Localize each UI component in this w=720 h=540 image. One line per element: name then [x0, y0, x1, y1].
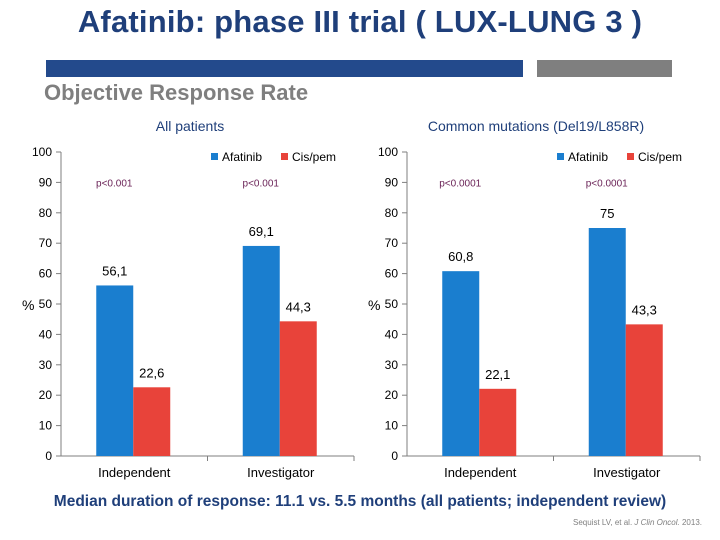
bar-cispem: [625, 324, 663, 456]
p-value-annotation: p<0.0001: [439, 178, 481, 189]
bar-afatinib: [96, 285, 134, 456]
y-axis-label: %: [368, 297, 380, 313]
y-tick-label: 70: [385, 236, 399, 250]
legend-label: Cis/pem: [292, 150, 336, 164]
bar-afatinib: [242, 245, 280, 456]
y-tick-label: 100: [378, 145, 398, 159]
y-tick-label: 50: [39, 297, 53, 311]
y-tick-label: 90: [39, 175, 53, 189]
y-tick-label: 40: [385, 327, 399, 341]
y-tick-label: 20: [39, 388, 53, 402]
y-tick-label: 80: [385, 206, 399, 220]
y-tick-label: 0: [45, 449, 52, 463]
y-tick-label: 60: [385, 267, 399, 281]
y-axis-label: %: [22, 297, 34, 313]
legend-swatch: [557, 153, 564, 160]
y-tick-label: 100: [32, 145, 52, 159]
title-accent-bar: [537, 60, 672, 77]
title-underline-bar: [46, 60, 523, 77]
legend-swatch: [281, 153, 288, 160]
legend-label: Afatinib: [222, 150, 262, 164]
x-tick-label: Independent: [98, 465, 171, 480]
x-tick-label: Investigator: [593, 465, 661, 480]
x-tick-label: Investigator: [247, 465, 315, 480]
data-label: 43,3: [632, 302, 657, 317]
bar-cispem: [279, 321, 317, 456]
p-value-annotation: p<0.0001: [586, 178, 628, 189]
citation-journal: J Clin Oncol.: [634, 518, 680, 527]
p-value-annotation: p<0.001: [243, 178, 280, 189]
chart-common-mutations: Common mutations (Del19/L858R) 0 10 20 30 40…: [360, 118, 712, 488]
data-label: 69,1: [249, 224, 274, 239]
footer-note: Median duration of response: 11.1 vs. 5.…: [53, 493, 667, 510]
bar-afatinib: [588, 228, 626, 456]
p-value-annotation: p<0.001: [96, 178, 133, 189]
y-tick-label: 10: [39, 419, 53, 433]
y-tick-label: 50: [385, 297, 399, 311]
bar-cispem: [479, 388, 517, 456]
slide-title: Afatinib: phase III trial ( LUX-LUNG 3 ): [77, 4, 643, 39]
x-tick-label: Independent: [444, 465, 517, 480]
data-label: 60,8: [448, 249, 473, 264]
data-label: 22,1: [485, 367, 510, 382]
bar-afatinib: [442, 271, 480, 456]
chart-all-patients: All patients 0 10 20 30 40 50 60 70 80 90 100% Inde…: [14, 118, 366, 488]
citation-year: 2013.: [679, 518, 702, 527]
data-label: 75: [600, 206, 614, 221]
y-tick-label: 60: [39, 267, 53, 281]
citation-authors: Sequist LV, et al.: [573, 518, 635, 527]
chart-title: Common mutations (Del19/L858R): [427, 118, 645, 134]
bar-cispem: [133, 387, 171, 456]
legend-label: Afatinib: [568, 150, 608, 164]
y-tick-label: 10: [385, 419, 399, 433]
data-label: 56,1: [102, 263, 127, 278]
data-label: 44,3: [286, 299, 311, 314]
y-tick-label: 20: [385, 388, 399, 402]
y-tick-label: 40: [39, 327, 53, 341]
y-tick-label: 30: [39, 358, 53, 372]
chart-plot-area: 0 10 20 30 40 50 60 70 80 90 100% Independent 60,8 22…: [368, 145, 701, 480]
y-tick-label: 80: [39, 206, 53, 220]
y-tick-label: 30: [385, 358, 399, 372]
legend-swatch: [211, 153, 218, 160]
chart-plot-area: 0 10 20 30 40 50 60 70 80 90 100% Independent 56,1 22…: [22, 145, 355, 480]
data-label: 22,6: [139, 365, 164, 380]
y-tick-label: 90: [385, 175, 399, 189]
citation: Sequist LV, et al. J Clin Oncol. 2013.: [573, 518, 702, 527]
chart-title: All patients: [155, 118, 225, 134]
slide-subtitle: Objective Response Rate: [44, 80, 309, 105]
legend-swatch: [627, 153, 634, 160]
y-tick-label: 0: [391, 449, 398, 463]
legend-label: Cis/pem: [638, 150, 682, 164]
y-tick-label: 70: [39, 236, 53, 250]
